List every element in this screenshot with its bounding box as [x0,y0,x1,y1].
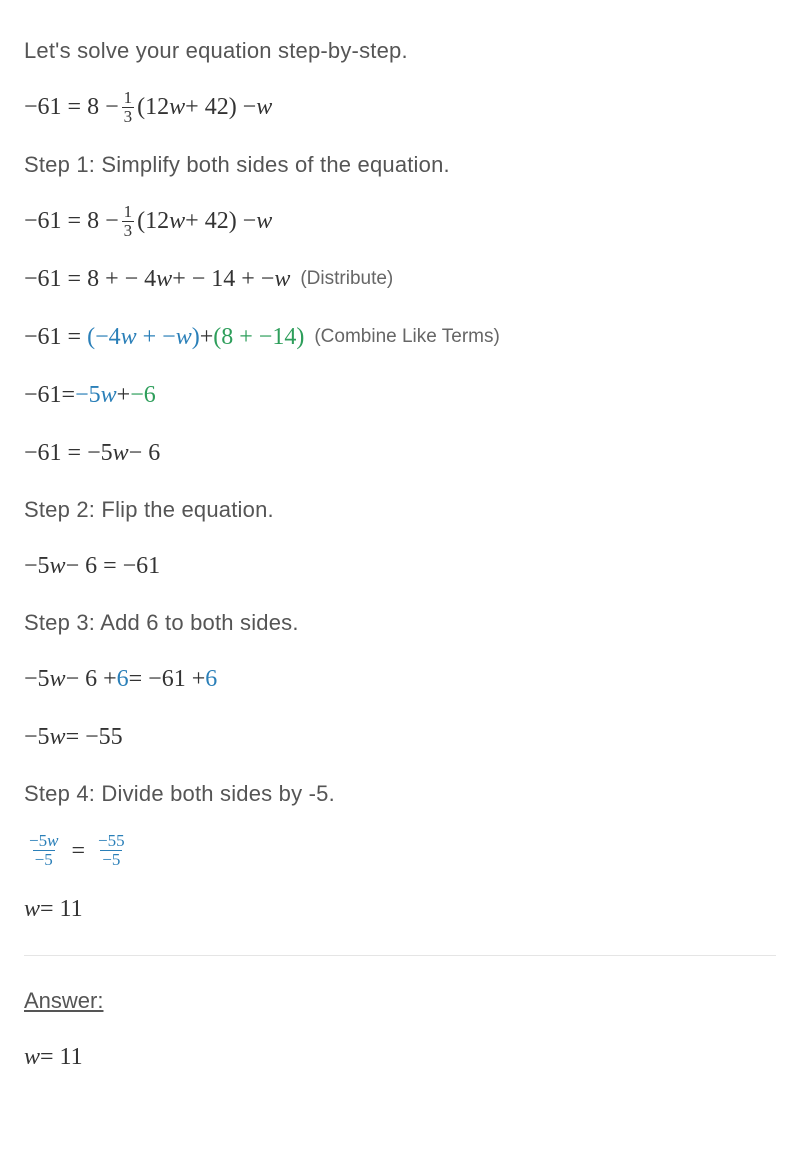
step1-line4: −61 = −5w + −6 [24,377,776,413]
rhs-fraction: −55 −5 [96,832,127,869]
step4-result: w = 11 [24,891,776,927]
step1-line3: −61 = (−4w + −w) + (8 + −14) (Combine Li… [24,319,776,355]
term-5w: −5w [75,377,117,413]
combine-note: (Combine Like Terms) [314,323,499,352]
lhs-fraction: −5w −5 [27,832,60,869]
step1-line2: −61 = 8 + − 4w + − 14 + − w (Distribute) [24,261,776,297]
intro-text: Let's solve your equation step-by-step. [24,34,776,67]
step4-label: Step 4: Divide both sides by -5. [24,777,776,810]
distribute-note: (Distribute) [300,265,393,294]
step4-fracline: −5w −5 = −55 −5 [24,832,776,869]
eq-rhs-a: 8 − [87,89,119,125]
step1-line1: −61 = 8 − 1 3 (12w + 42) − w [24,203,776,240]
step3-label: Step 3: Add 6 to both sides. [24,606,776,639]
add6-left: 6 [117,661,129,697]
step3-line2: −5w = −55 [24,719,776,755]
combine-group-w: (−4w + −w) [87,319,200,355]
step2-line: −5w − 6 = −61 [24,548,776,584]
step1-line5: −61 = −5w − 6 [24,435,776,471]
separator [24,955,776,956]
term-neg6: −6 [130,377,156,413]
eq-lhs: −61 [24,89,62,125]
original-equation: −61 = 8 − 1 3 (12w + 42) − w [24,89,776,126]
add6-right: 6 [205,661,217,697]
fraction-one-third: 1 3 [122,203,135,240]
answer-line: w = 11 [24,1039,776,1075]
step1-label: Step 1: Simplify both sides of the equat… [24,148,776,181]
answer-label: Answer: [24,984,776,1017]
combine-group-const: (8 + −14) [213,319,304,355]
fraction-one-third: 1 3 [122,89,135,126]
step3-line1: −5w − 6 + 6 = −61 + 6 [24,661,776,697]
step2-label: Step 2: Flip the equation. [24,493,776,526]
